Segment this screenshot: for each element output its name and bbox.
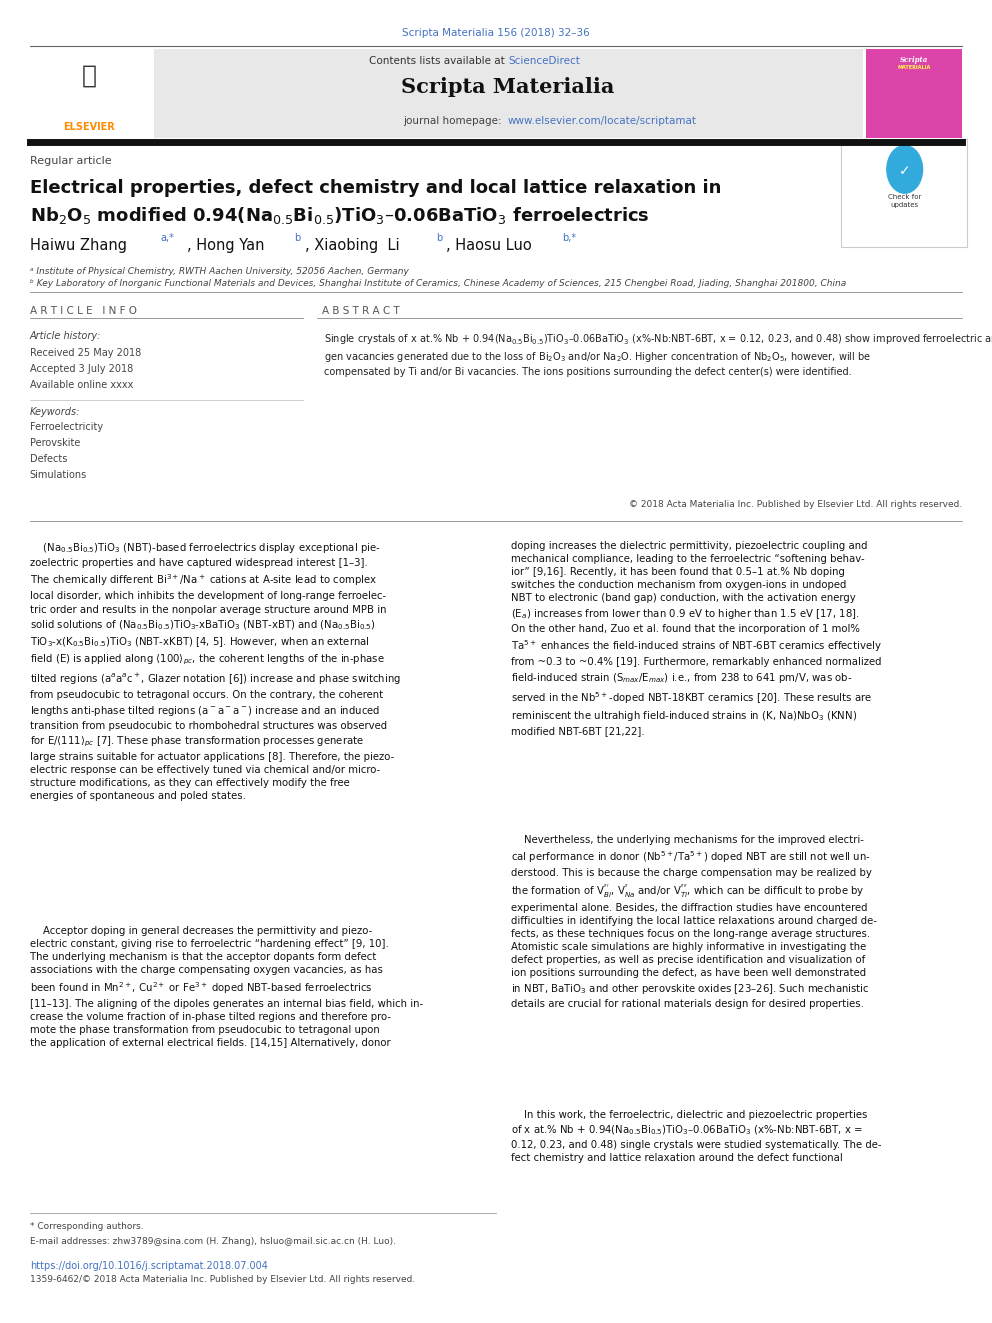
FancyBboxPatch shape xyxy=(154,49,863,138)
Text: Electrical properties, defect chemistry and local lattice relaxation in: Electrical properties, defect chemistry … xyxy=(30,179,721,197)
Text: b: b xyxy=(295,233,301,243)
Text: Haiwu Zhang: Haiwu Zhang xyxy=(30,238,127,253)
Text: https://doi.org/10.1016/j.scriptamat.2018.07.004: https://doi.org/10.1016/j.scriptamat.201… xyxy=(30,1261,268,1271)
Text: Contents lists available at: Contents lists available at xyxy=(369,56,508,66)
Text: Nb$_2$O$_5$ modified 0.94(Na$_{0.5}$Bi$_{0.5}$)TiO$_3$–0.06BaTiO$_3$ ferroelectr: Nb$_2$O$_5$ modified 0.94(Na$_{0.5}$Bi$_… xyxy=(30,205,650,226)
Text: 🌳: 🌳 xyxy=(81,64,97,87)
Text: * Corresponding authors.: * Corresponding authors. xyxy=(30,1222,144,1232)
Text: ScienceDirect: ScienceDirect xyxy=(508,56,579,66)
Text: Nevertheless, the underlying mechanisms for the improved electri-
cal performanc: Nevertheless, the underlying mechanisms … xyxy=(511,835,877,1009)
Text: Scripta Materialia: Scripta Materialia xyxy=(401,77,615,97)
FancyBboxPatch shape xyxy=(866,49,962,138)
Text: Check for: Check for xyxy=(888,194,922,201)
Text: journal homepage:: journal homepage: xyxy=(403,116,508,127)
Text: (Na$_{0.5}$Bi$_{0.5}$)TiO$_3$ (NBT)-based ferroelectrics display exceptional pie: (Na$_{0.5}$Bi$_{0.5}$)TiO$_3$ (NBT)-base… xyxy=(30,541,401,800)
Text: Accepted 3 July 2018: Accepted 3 July 2018 xyxy=(30,364,133,374)
Text: , Hong Yan: , Hong Yan xyxy=(187,238,265,253)
Text: ELSEVIER: ELSEVIER xyxy=(63,122,115,132)
Text: A B S T R A C T: A B S T R A C T xyxy=(322,306,400,316)
Text: ✓: ✓ xyxy=(899,164,911,179)
Text: b: b xyxy=(436,233,442,243)
Text: Defects: Defects xyxy=(30,454,67,464)
Text: 1359-6462/© 2018 Acta Materialia Inc. Published by Elsevier Ltd. All rights rese: 1359-6462/© 2018 Acta Materialia Inc. Pu… xyxy=(30,1275,415,1285)
Text: Article history:: Article history: xyxy=(30,331,101,341)
Text: A R T I C L E   I N F O: A R T I C L E I N F O xyxy=(30,306,137,316)
Text: Keywords:: Keywords: xyxy=(30,407,80,418)
Text: ᵃ Institute of Physical Chemistry, RWTH Aachen University, 52056 Aachen, Germany: ᵃ Institute of Physical Chemistry, RWTH … xyxy=(30,267,409,277)
Circle shape xyxy=(887,146,923,193)
Text: Ferroelectricity: Ferroelectricity xyxy=(30,422,103,433)
Text: Simulations: Simulations xyxy=(30,470,87,480)
Text: Scripta: Scripta xyxy=(900,56,928,64)
Text: © 2018 Acta Materialia Inc. Published by Elsevier Ltd. All rights reserved.: © 2018 Acta Materialia Inc. Published by… xyxy=(629,500,962,509)
FancyBboxPatch shape xyxy=(841,139,967,247)
Text: Received 25 May 2018: Received 25 May 2018 xyxy=(30,348,141,359)
Text: In this work, the ferroelectric, dielectric and piezoelectric properties
of x at: In this work, the ferroelectric, dielect… xyxy=(511,1110,881,1163)
Text: , Haosu Luo: , Haosu Luo xyxy=(446,238,532,253)
Text: Available online xxxx: Available online xxxx xyxy=(30,380,133,390)
Text: updates: updates xyxy=(891,202,919,209)
Text: Acceptor doping in general decreases the permittivity and piezo-
electric consta: Acceptor doping in general decreases the… xyxy=(30,926,423,1048)
Text: doping increases the dielectric permittivity, piezoelectric coupling and
mechani: doping increases the dielectric permitti… xyxy=(511,541,882,737)
Text: , Xiaobing  Li: , Xiaobing Li xyxy=(305,238,399,253)
Text: a,*: a,* xyxy=(161,233,175,243)
Text: Perovskite: Perovskite xyxy=(30,438,80,448)
Text: Single crystals of x at.% Nb + 0.94(Na$_{0.5}$Bi$_{0.5}$)TiO$_3$–0.06BaTiO$_3$ (: Single crystals of x at.% Nb + 0.94(Na$_… xyxy=(324,331,992,377)
Text: www.elsevier.com/locate/scriptamat: www.elsevier.com/locate/scriptamat xyxy=(508,116,697,127)
Text: E-mail addresses: zhw3789@sina.com (H. Zhang), hsluo@mail.sic.ac.cn (H. Luo).: E-mail addresses: zhw3789@sina.com (H. Z… xyxy=(30,1237,396,1246)
Text: Scripta Materialia 156 (2018) 32–36: Scripta Materialia 156 (2018) 32–36 xyxy=(402,28,590,38)
Text: b,*: b,* xyxy=(562,233,576,243)
Text: MATERIALIA: MATERIALIA xyxy=(897,65,930,70)
Text: Regular article: Regular article xyxy=(30,156,111,167)
Text: ᵇ Key Laboratory of Inorganic Functional Materials and Devices, Shanghai Institu: ᵇ Key Laboratory of Inorganic Functional… xyxy=(30,279,846,288)
FancyBboxPatch shape xyxy=(30,56,149,138)
